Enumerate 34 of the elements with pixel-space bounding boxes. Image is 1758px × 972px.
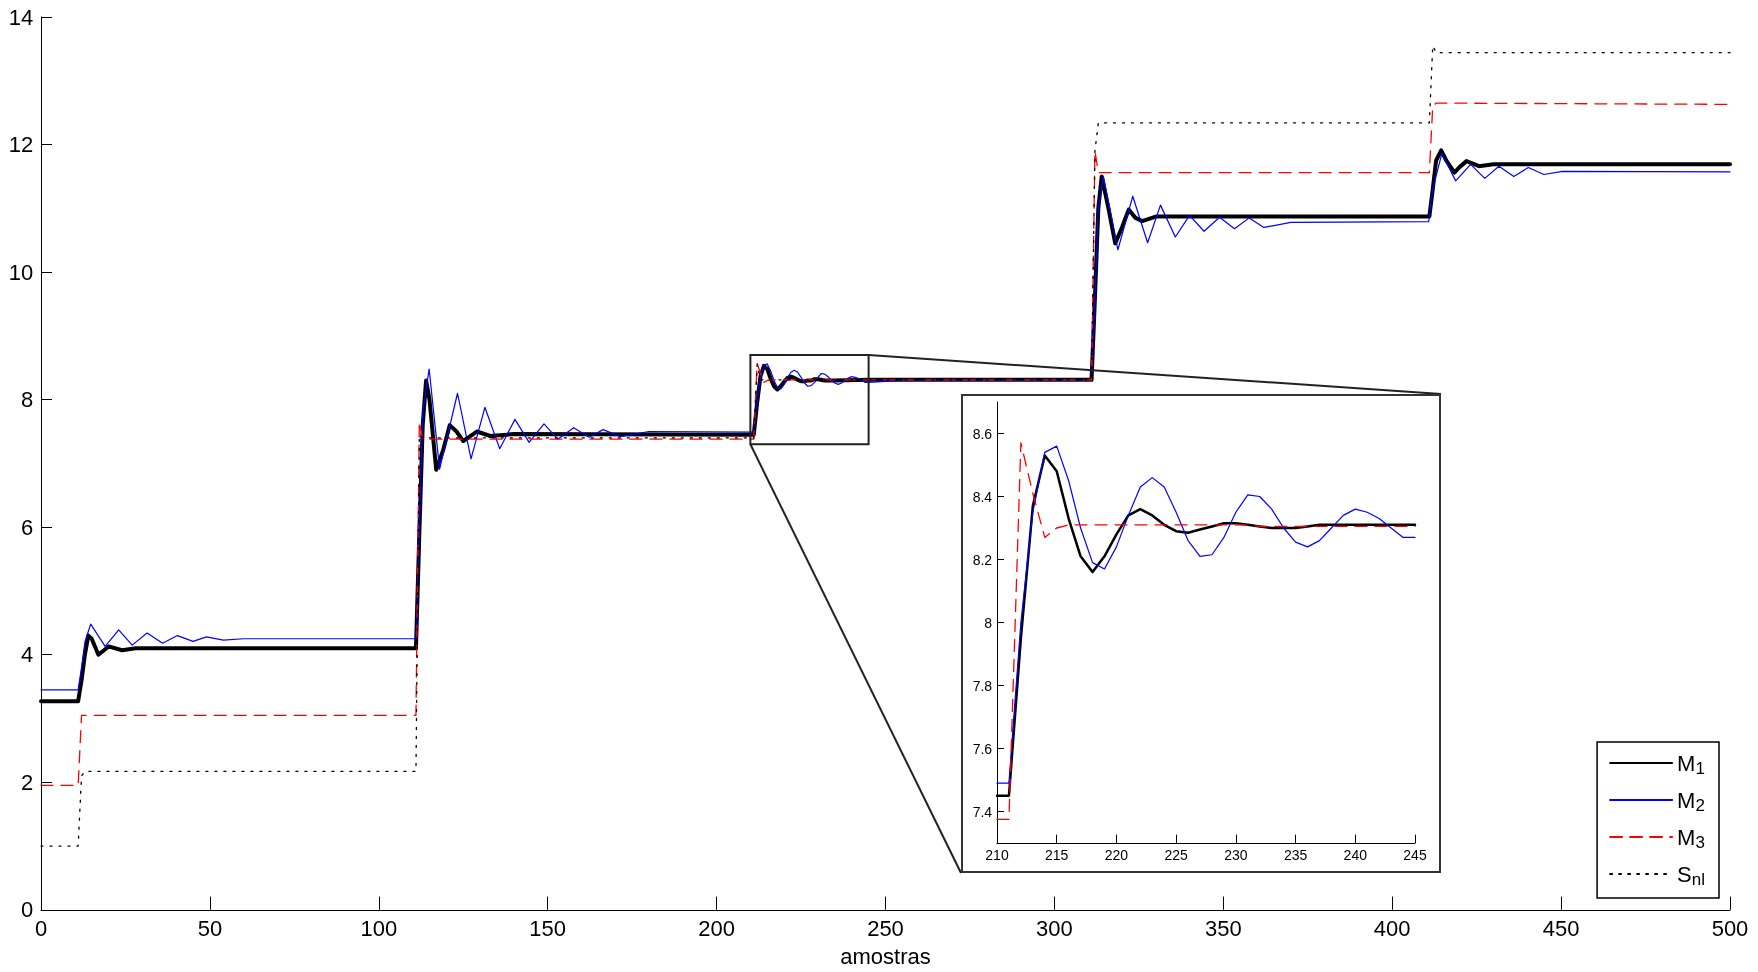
- y-tick-label: 8.4: [972, 488, 993, 505]
- y-tick-label: 7.8: [972, 677, 993, 694]
- x-tick-label: 245: [1403, 846, 1427, 863]
- x-tick-label: 250: [867, 916, 904, 941]
- y-tick-label: 0: [21, 897, 34, 923]
- y-tick-label: 12: [8, 132, 34, 158]
- y-tick-label: 10: [8, 259, 34, 285]
- y-tick-label: 8.2: [972, 551, 993, 568]
- x-tick-label: 150: [529, 916, 567, 941]
- x-tick-label: 450: [1542, 916, 1580, 941]
- x-tick-label: 50: [197, 916, 223, 941]
- y-tick-label: 2: [21, 769, 34, 795]
- x-tick-label: 235: [1283, 846, 1308, 863]
- x-axis-title: amostras: [840, 943, 931, 969]
- y-tick-label: 8.6: [972, 425, 993, 442]
- x-tick-label: 200: [698, 916, 735, 941]
- x-tick-label: 230: [1224, 846, 1248, 863]
- y-tick-label: 7.4: [972, 803, 993, 820]
- x-tick-label: 215: [1045, 846, 1069, 863]
- x-tick-label: 400: [1373, 916, 1411, 941]
- y-tick-label: 4: [21, 642, 34, 668]
- x-tick-label: 220: [1104, 846, 1129, 863]
- x-tick-label: 225: [1164, 846, 1189, 863]
- x-tick-label: 350: [1204, 916, 1242, 941]
- y-tick-label: 8: [984, 614, 993, 631]
- y-tick-label: 6: [21, 514, 34, 540]
- x-tick-label: 500: [1711, 916, 1749, 941]
- x-tick-label: 240: [1343, 846, 1368, 863]
- x-tick-label: 210: [985, 846, 1009, 863]
- x-tick-label: 300: [1036, 916, 1073, 941]
- y-tick-label: 8: [21, 387, 34, 413]
- y-tick-label: 14: [8, 4, 34, 30]
- y-tick-label: 7.6: [972, 740, 993, 757]
- x-tick-label: 100: [360, 916, 398, 941]
